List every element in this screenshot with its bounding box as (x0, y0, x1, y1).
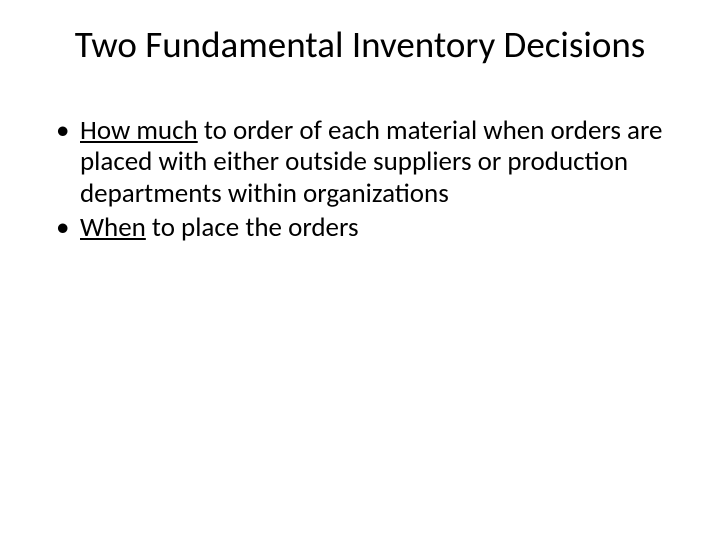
bullet-underline-text: How much (80, 114, 198, 147)
list-item: When to place the orders (56, 212, 680, 244)
bullet-rest-text: to place the orders (146, 211, 359, 244)
bullet-list: How much to order of each material when … (36, 115, 684, 244)
slide: Two Fundamental Inventory Decisions How … (0, 0, 720, 540)
slide-title: Two Fundamental Inventory Decisions (36, 24, 684, 67)
list-item: How much to order of each material when … (56, 115, 680, 211)
bullet-underline-text: When (80, 211, 146, 244)
